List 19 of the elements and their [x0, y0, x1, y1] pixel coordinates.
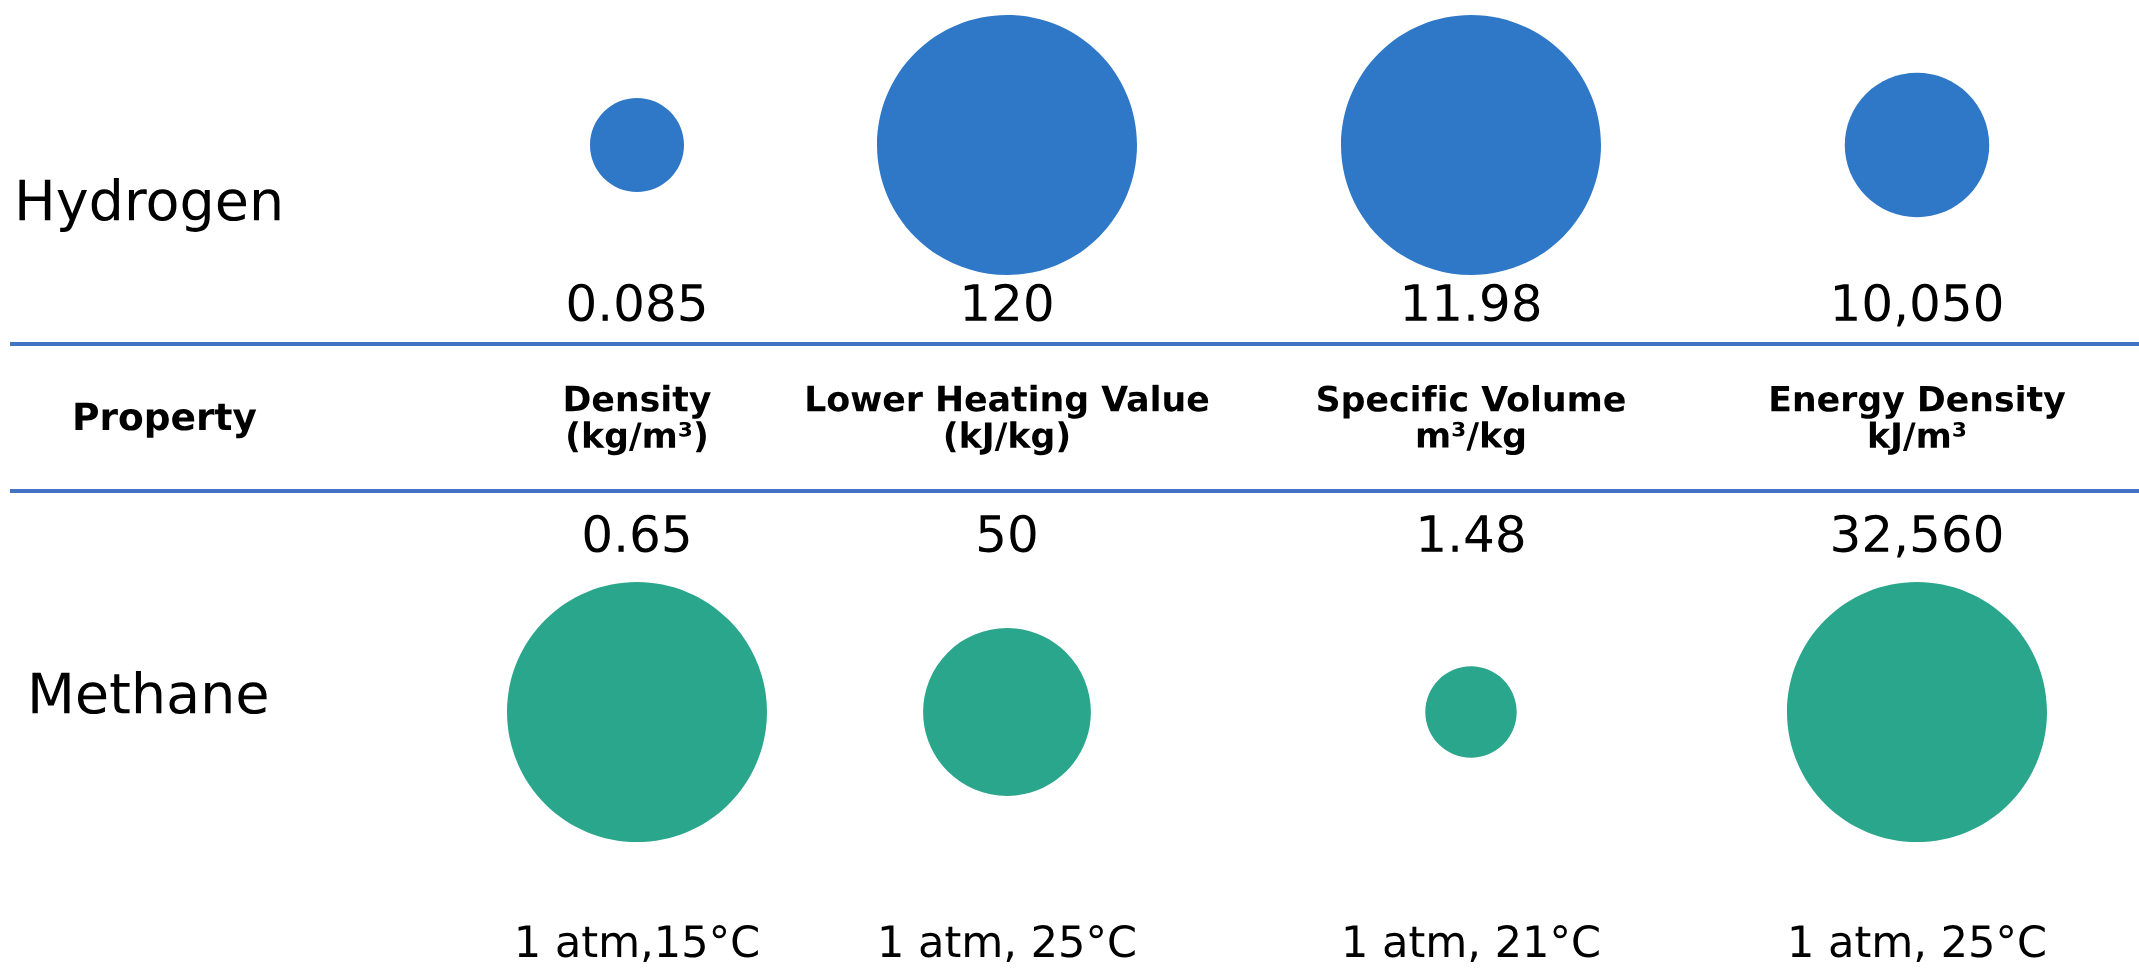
data-label: 120: [964, 283, 1052, 322]
data-label: 0.65: [584, 514, 689, 553]
text: 1 atm, 21°C: [1345, 924, 1599, 962]
category-label: Energy Density kJ/m³: [1771, 384, 2066, 455]
data-label: 0.085: [568, 283, 705, 322]
text: 1 atm, 25°C: [1791, 924, 2045, 962]
data-label: 32,560: [1833, 514, 2002, 558]
text: Hydrogen: [19, 178, 280, 232]
data-label: 1.48: [1420, 514, 1524, 553]
text: Methane: [32, 671, 267, 715]
data-label: 50: [979, 514, 1036, 553]
category-label: Specific Volume m³/kg: [1318, 384, 1625, 456]
text: 1 atm,15°C: [518, 924, 758, 962]
data-label: 10,050: [1835, 283, 2002, 327]
category-label: Lower Heating Value (kJ/kg): [807, 384, 1209, 456]
text: Property: [75, 402, 257, 439]
data-label: 11.98: [1404, 283, 1540, 322]
text: 1 atm, 25°C: [881, 924, 1135, 962]
category-label: Density (kg/m³): [565, 384, 711, 456]
